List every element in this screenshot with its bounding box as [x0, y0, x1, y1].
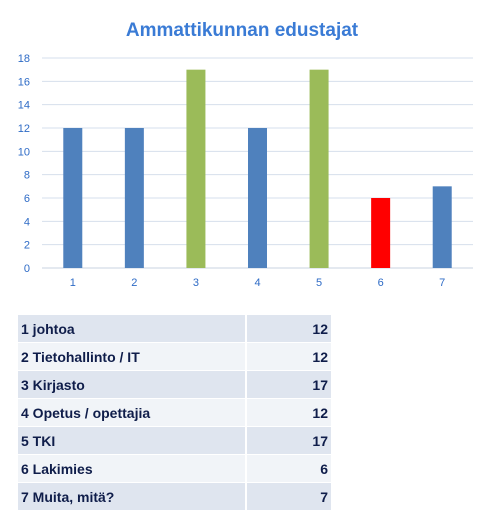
y-tick-label: 6 — [24, 193, 30, 205]
row-value: 12 — [245, 315, 331, 343]
y-tick-label: 8 — [24, 170, 30, 182]
row-value: 12 — [245, 399, 331, 427]
table-row: 4 Opetus / opettajia 12 — [18, 399, 331, 427]
bar — [124, 128, 144, 268]
chart-title: Ammattikunnan edustajat — [125, 20, 359, 41]
table-row: 7 Muita, mitä? 7 — [18, 483, 331, 511]
x-tick-label: 1 — [70, 277, 76, 289]
bar — [371, 198, 391, 268]
bar — [432, 186, 452, 268]
y-tick-label: 12 — [18, 123, 30, 135]
row-value: 17 — [245, 371, 331, 399]
row-label: 5 TKI — [18, 427, 245, 455]
x-tick-label: 3 — [193, 277, 199, 289]
x-tick-label: 4 — [254, 277, 260, 289]
row-label: 4 Opetus / opettajia — [18, 399, 245, 427]
row-value: 12 — [245, 343, 331, 371]
bar — [309, 69, 329, 269]
row-label: 1 johtoa — [18, 315, 245, 343]
row-value: 6 — [245, 455, 331, 483]
bar — [63, 128, 83, 268]
y-tick-label: 0 — [24, 263, 30, 275]
y-tick-label: 16 — [18, 76, 30, 88]
row-label: 3 Kirjasto — [18, 371, 245, 399]
row-value: 7 — [245, 483, 331, 511]
x-tick-label: 2 — [131, 277, 137, 289]
table-row: 1 johtoa 12 — [18, 315, 331, 343]
table-row: 6 Lakimies 6 — [18, 455, 331, 483]
y-tick-label: 18 — [18, 53, 30, 65]
bar — [186, 69, 206, 269]
row-label: 7 Muita, mitä? — [18, 483, 245, 511]
row-label: 6 Lakimies — [18, 455, 245, 483]
x-tick-label: 7 — [439, 277, 445, 289]
summary-table: 1 johtoa 12 2 Tietohallinto / IT 12 3 Kirjas… — [18, 315, 331, 511]
table-row: 2 Tietohallinto / IT 12 — [18, 343, 331, 371]
y-tick-label: 10 — [18, 146, 30, 158]
table-row: 3 Kirjasto 17 — [18, 371, 331, 399]
y-tick-label: 2 — [24, 240, 30, 252]
y-tick-label: 4 — [24, 216, 30, 228]
x-tick-label: 5 — [316, 277, 322, 289]
x-tick-label: 6 — [378, 277, 384, 289]
y-tick-label: 14 — [18, 100, 30, 112]
row-label: 2 Tietohallinto / IT — [18, 343, 245, 371]
bar — [248, 128, 267, 268]
row-value: 17 — [245, 427, 331, 455]
table-row: 5 TKI 17 — [18, 427, 331, 455]
